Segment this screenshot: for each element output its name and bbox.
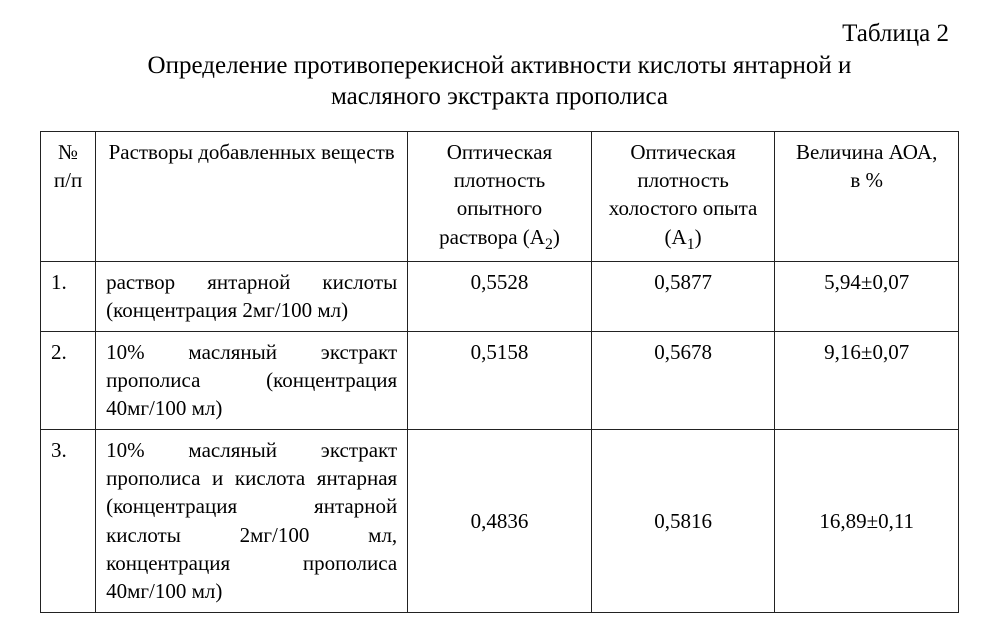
table-number: Таблица 2 <box>40 20 949 48</box>
a1-l1: Оптическая <box>630 140 735 164</box>
caption-line-1: Определение противоперекисной активности… <box>148 52 852 79</box>
a1-sub: 1 <box>687 236 695 253</box>
a1-l2: плотность <box>637 168 728 192</box>
a1-l4: (A <box>665 225 687 249</box>
document-page: Таблица 2 Определение противоперекисной … <box>0 0 999 618</box>
cell-aoa: 9,16±0,07 <box>775 331 959 429</box>
col-header-num: № п/п <box>41 131 96 261</box>
cell-a1: 0,5877 <box>591 261 775 331</box>
cell-a1: 0,5678 <box>591 331 775 429</box>
header-num-text: № п/п <box>54 140 82 192</box>
caption-line-2: масляного экстракта прополиса <box>331 83 668 110</box>
col-header-a2: Оптическая плотность опытного раствора (… <box>408 131 592 261</box>
a1-close: ) <box>695 225 702 249</box>
cell-a2: 0,5158 <box>408 331 592 429</box>
col-header-a1: Оптическая плотность холостого опыта (A1… <box>591 131 775 261</box>
table-header-row: № п/п Растворы добавленных веществ Оптич… <box>41 131 959 261</box>
col-header-aoa: Величина АОА, в % <box>775 131 959 261</box>
cell-a1: 0,5816 <box>591 429 775 612</box>
table-caption: Определение противоперекисной активности… <box>40 50 959 113</box>
cell-a2: 0,4836 <box>408 429 592 612</box>
cell-substance: 10% масляный экстракт прополиса (концент… <box>96 331 408 429</box>
table-row: 2.10% масляный экстракт прополиса (конце… <box>41 331 959 429</box>
a2-close: ) <box>553 225 560 249</box>
cell-substance: 10% масляный экстракт прополиса и кислот… <box>96 429 408 612</box>
cell-num: 3. <box>41 429 96 612</box>
a1-l3: холостого опыта <box>609 196 758 220</box>
data-table: № п/п Растворы добавленных веществ Оптич… <box>40 131 959 613</box>
header-substances-text: Растворы добавленных веществ <box>109 140 395 164</box>
table-row: 3.10% масляный экстракт прополиса и кисл… <box>41 429 959 612</box>
col-header-substances: Растворы добавленных веществ <box>96 131 408 261</box>
cell-substance: раствор янтарной кислоты (концентрация 2… <box>96 261 408 331</box>
cell-aoa: 5,94±0,07 <box>775 261 959 331</box>
a2-l2: плотность <box>454 168 545 192</box>
cell-num: 2. <box>41 331 96 429</box>
cell-a2: 0,5528 <box>408 261 592 331</box>
aoa-l1: Величина АОА, <box>796 140 937 164</box>
table-body: 1.раствор янтарной кислоты (концентрация… <box>41 261 959 612</box>
a2-l4: раствора (A <box>439 225 545 249</box>
aoa-l2: в % <box>850 168 883 192</box>
cell-num: 1. <box>41 261 96 331</box>
a2-l3: опытного <box>457 196 542 220</box>
a2-sub: 2 <box>545 236 553 253</box>
cell-aoa: 16,89±0,11 <box>775 429 959 612</box>
a2-l1: Оптическая <box>447 140 552 164</box>
table-row: 1.раствор янтарной кислоты (концентрация… <box>41 261 959 331</box>
